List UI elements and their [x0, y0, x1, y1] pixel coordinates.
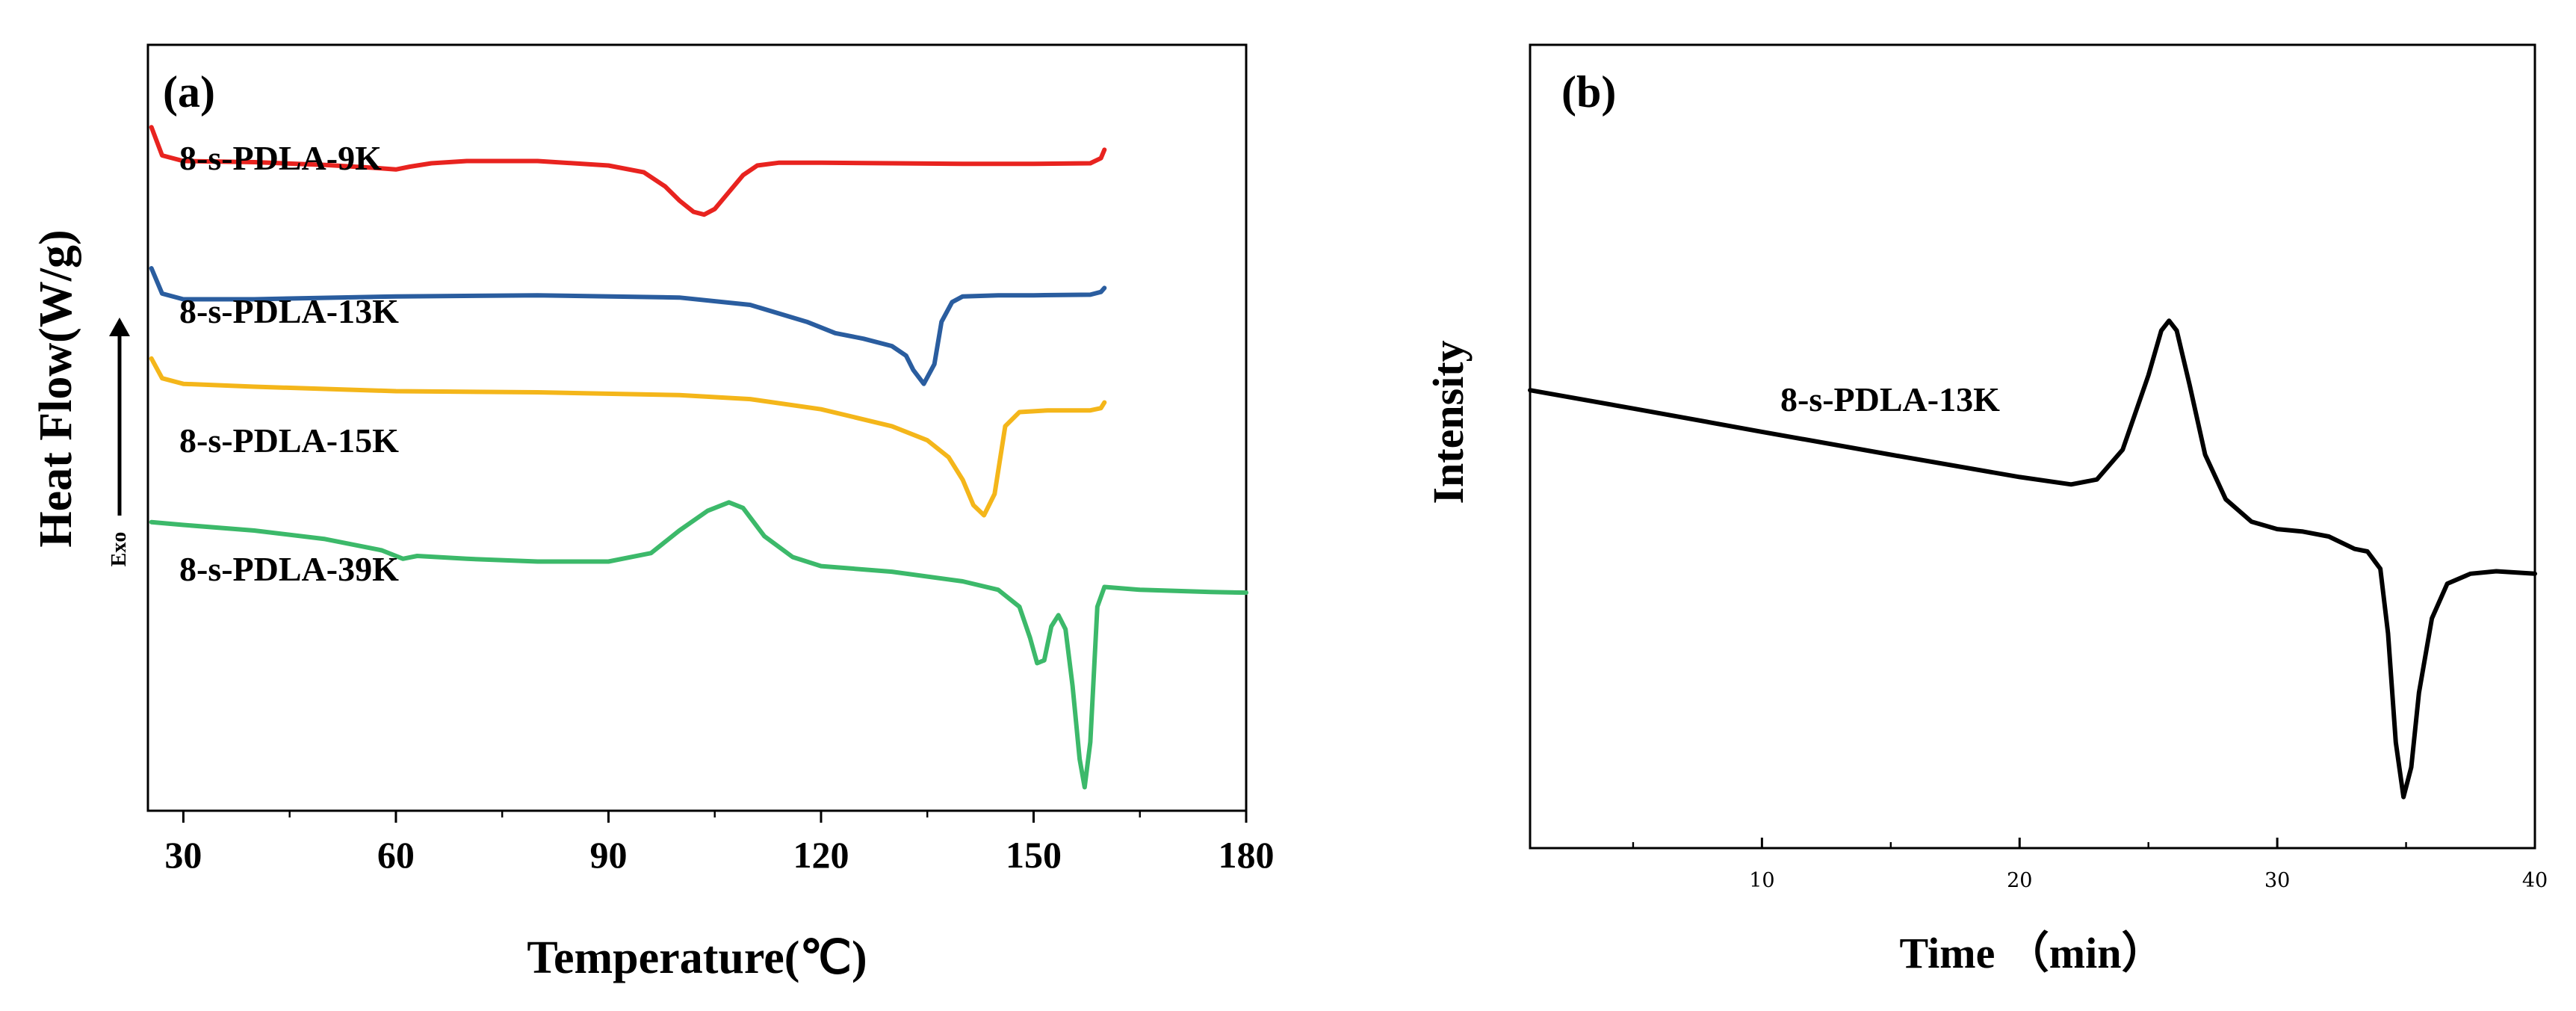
x-tick-label-b-40: 40 — [2522, 869, 2548, 892]
y-axis-title: Heat Flow(W/g) — [31, 229, 81, 547]
series-group — [149, 125, 1248, 790]
y-axis-title-b: Intensity — [1424, 340, 1473, 504]
exo-label: Exo — [108, 532, 131, 567]
series-label-9k: 8-s-PDLA-9K — [179, 139, 382, 177]
x-tick-label-150: 150 — [1006, 834, 1062, 876]
panel-a: 30 60 90 120 150 180 (a) Temperature(℃) Heat … — [31, 43, 1275, 983]
series-line-b-8-s-PDLA-13K — [1528, 318, 2537, 800]
x-tick-label-b-10: 10 — [1749, 869, 1774, 892]
x-axis-ticks-b: 10 20 30 40 — [1632, 838, 2548, 892]
series-line-8-s-PDLA-15K — [149, 356, 1107, 518]
panel-b: 10 20 30 40 (b) Time （min） Intensity 8-s-PD… — [1424, 43, 2548, 977]
plot-area-frame-b — [1529, 43, 2536, 850]
x-tick-label-b-30: 30 — [2264, 869, 2290, 892]
series-group-b — [1528, 318, 2537, 800]
series-label-15k: 8-s-PDLA-15K — [179, 421, 399, 460]
x-tick-label-b-20: 20 — [2007, 869, 2032, 892]
series-label-13k: 8-s-PDLA-13K — [179, 292, 399, 330]
x-axis-title-b: Time （min） — [1900, 929, 2165, 977]
series-line-8-s-PDLA-13K — [149, 266, 1107, 386]
exo-arrow-icon — [109, 318, 130, 336]
series-line-8-s-PDLA-9K — [149, 125, 1107, 217]
panel-label-b: (b) — [1561, 67, 1616, 117]
x-tick-label-30: 30 — [164, 834, 202, 876]
plot-area-frame — [146, 43, 1248, 812]
x-axis-title: Temperature(℃) — [527, 933, 867, 983]
series-line-8-s-PDLA-39K — [149, 500, 1248, 790]
series-label-39k: 8-s-PDLA-39K — [179, 550, 399, 588]
x-tick-label-90: 90 — [589, 834, 627, 876]
panel-label-a: (a) — [163, 67, 215, 117]
x-tick-label-60: 60 — [377, 834, 415, 876]
series-label-b: 8-s-PDLA-13K — [1780, 380, 2000, 418]
x-tick-label-120: 120 — [793, 834, 849, 876]
x-tick-label-180: 180 — [1219, 834, 1275, 876]
x-axis-ticks: 30 60 90 120 150 180 — [164, 811, 1275, 876]
